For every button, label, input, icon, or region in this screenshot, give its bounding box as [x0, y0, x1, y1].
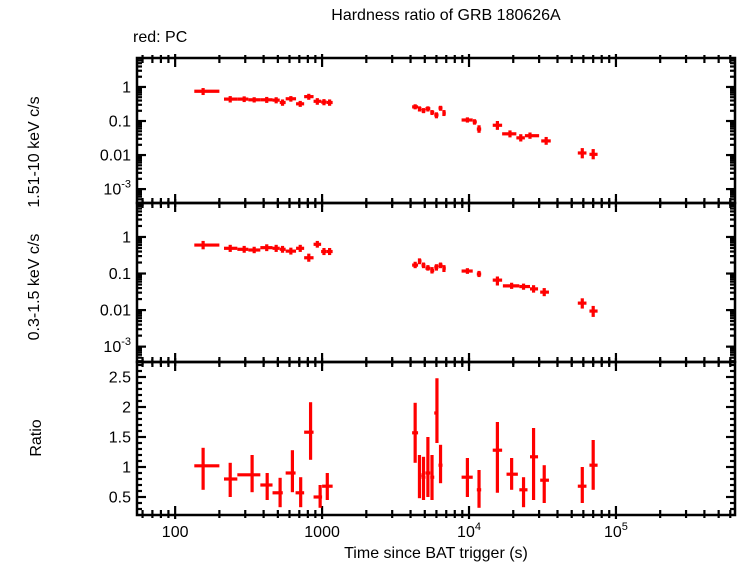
panel-hard: 1 0.1 0.01 10-3: [100, 54, 737, 207]
y-tick-label: 0.1: [109, 114, 131, 131]
x-axis-title: Time since BAT trigger (s): [344, 545, 528, 562]
y-tick-label: 2.5: [109, 370, 131, 387]
y-tick-label: 10-3: [103, 336, 131, 356]
panel-ratio: 2.5 2 1.5 1 0.5: [109, 358, 737, 519]
y-tick-label: 1: [122, 229, 131, 246]
y-tick-label: 0.01: [100, 148, 131, 165]
y-tick-label: 0.1: [109, 266, 131, 283]
panel-soft: 1 0.1 0.01 10-3: [100, 199, 737, 366]
y-tick-label: 0.01: [100, 303, 131, 320]
y-tick-label: 10-3: [103, 179, 131, 199]
y-axis-title-ratio: Ratio: [28, 419, 45, 457]
panel-frame-hard: [135, 56, 737, 205]
y-tick-label: 1: [122, 79, 131, 96]
y-tick-label: 2: [122, 400, 131, 417]
y-axis-title-soft: 0.3-1.5 keV c/s: [26, 233, 43, 341]
data-series-soft: [194, 240, 598, 317]
mode-annotation: red: PC: [133, 29, 188, 46]
x-tick-label: 105: [604, 521, 628, 541]
y-axis-title-hard: 1.51-10 keV c/s: [26, 96, 43, 208]
data-series-hard: [194, 88, 598, 160]
y-tick-label: 1.5: [109, 430, 131, 447]
data-series-ratio: [194, 378, 598, 508]
panel-frame-ratio: [135, 360, 737, 517]
x-tick-label: 100: [162, 524, 189, 541]
x-tick-label: 1000: [304, 524, 340, 541]
x-tick-label: 104: [457, 521, 481, 541]
y-tick-label: 1: [122, 460, 131, 477]
y-tick-label: 0.5: [109, 490, 131, 507]
panel-frame-soft: [135, 201, 737, 364]
chart-title: Hardness ratio of GRB 180626A: [331, 7, 561, 24]
x-axis-tick-labels: 100 1000 104 105: [162, 521, 628, 541]
